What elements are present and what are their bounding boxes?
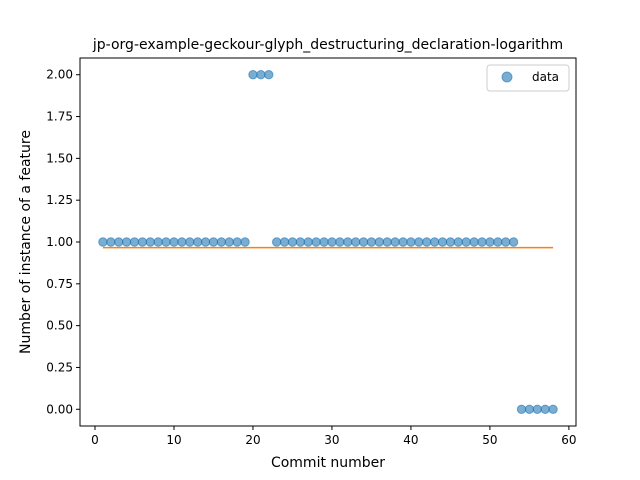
y-tick-label: 0.25 — [46, 360, 73, 374]
data-point — [453, 237, 464, 247]
data-point — [335, 237, 345, 247]
data-point — [121, 237, 132, 247]
x-tick-label: 50 — [482, 433, 497, 447]
data-point — [461, 237, 471, 247]
data-point — [382, 237, 392, 247]
data-point — [311, 237, 321, 247]
data-point — [200, 237, 211, 247]
data-point — [343, 237, 353, 247]
data-point — [145, 237, 155, 247]
data-point — [240, 237, 250, 247]
y-tick-label: 0.75 — [46, 277, 73, 291]
y-tick-label: 1.00 — [46, 235, 73, 249]
data-point — [303, 237, 313, 247]
data-point — [437, 237, 448, 247]
y-tick-label: 0.00 — [46, 402, 73, 416]
data-point — [98, 237, 108, 247]
data-point — [224, 237, 234, 247]
data-point — [469, 237, 479, 247]
y-tick-label: 2.00 — [46, 68, 73, 82]
data-point — [256, 70, 266, 80]
data-point — [414, 237, 424, 247]
x-tick-label: 10 — [166, 433, 181, 447]
data-point — [398, 237, 408, 247]
x-axis-ticks: 0 10 20 30 40 50 60 — [91, 426, 577, 447]
data-point — [216, 237, 227, 247]
data-point — [287, 237, 298, 247]
data-point — [501, 237, 511, 247]
x-tick-label: 0 — [91, 433, 99, 447]
x-tick-label: 40 — [403, 433, 418, 447]
data-point — [422, 237, 432, 247]
data-point — [106, 237, 116, 247]
data-point — [516, 404, 527, 414]
y-axis-label: Number of instance of a feature — [18, 130, 34, 354]
data-point — [429, 237, 440, 247]
y-tick-label: 1.50 — [46, 151, 73, 165]
data-point — [185, 237, 195, 247]
y-tick-label: 0.50 — [46, 319, 73, 333]
chart-title: jp-org-example-geckour-glyph_destructuri… — [92, 37, 563, 53]
data-point — [485, 237, 495, 247]
data-point — [508, 237, 519, 247]
legend-label-data: data — [532, 70, 559, 84]
legend-marker-data — [501, 71, 513, 83]
legend: data — [486, 64, 570, 92]
data-point — [319, 237, 329, 247]
x-tick-label: 30 — [324, 433, 339, 447]
data-point — [445, 237, 456, 247]
data-point — [248, 70, 258, 80]
data-point — [477, 237, 487, 247]
data-point — [279, 237, 290, 247]
data-points-layer — [98, 70, 558, 414]
y-tick-label: 1.25 — [46, 193, 73, 207]
plot-frame — [79, 57, 577, 427]
data-point — [327, 237, 337, 247]
data-point — [390, 237, 400, 247]
data-point — [161, 237, 171, 247]
data-point — [366, 237, 377, 247]
data-point — [295, 237, 306, 247]
data-point — [271, 237, 282, 247]
data-point — [264, 70, 274, 80]
data-point — [129, 237, 140, 247]
y-tick-label: 1.75 — [46, 110, 73, 124]
data-point — [493, 237, 503, 247]
y-axis-ticks: 0.00 0.25 0.50 0.75 1.00 1.25 1.50 1.75 2.00 — [46, 68, 80, 416]
data-point — [540, 404, 550, 414]
data-point — [153, 237, 163, 247]
data-point — [177, 237, 187, 247]
data-point — [232, 237, 242, 247]
x-axis-label: Commit number — [271, 455, 385, 471]
data-point — [406, 237, 416, 247]
data-point — [374, 237, 385, 247]
data-point — [524, 404, 535, 414]
data-point — [358, 237, 369, 247]
data-point — [350, 237, 361, 247]
data-point — [137, 237, 148, 247]
x-tick-label: 20 — [245, 433, 260, 447]
data-point — [192, 237, 203, 247]
data-point — [169, 237, 179, 247]
data-point — [548, 404, 558, 414]
data-point — [532, 404, 542, 414]
legend-box — [486, 64, 570, 92]
data-point — [114, 237, 124, 247]
x-tick-label: 60 — [561, 433, 576, 447]
data-point — [208, 237, 219, 247]
